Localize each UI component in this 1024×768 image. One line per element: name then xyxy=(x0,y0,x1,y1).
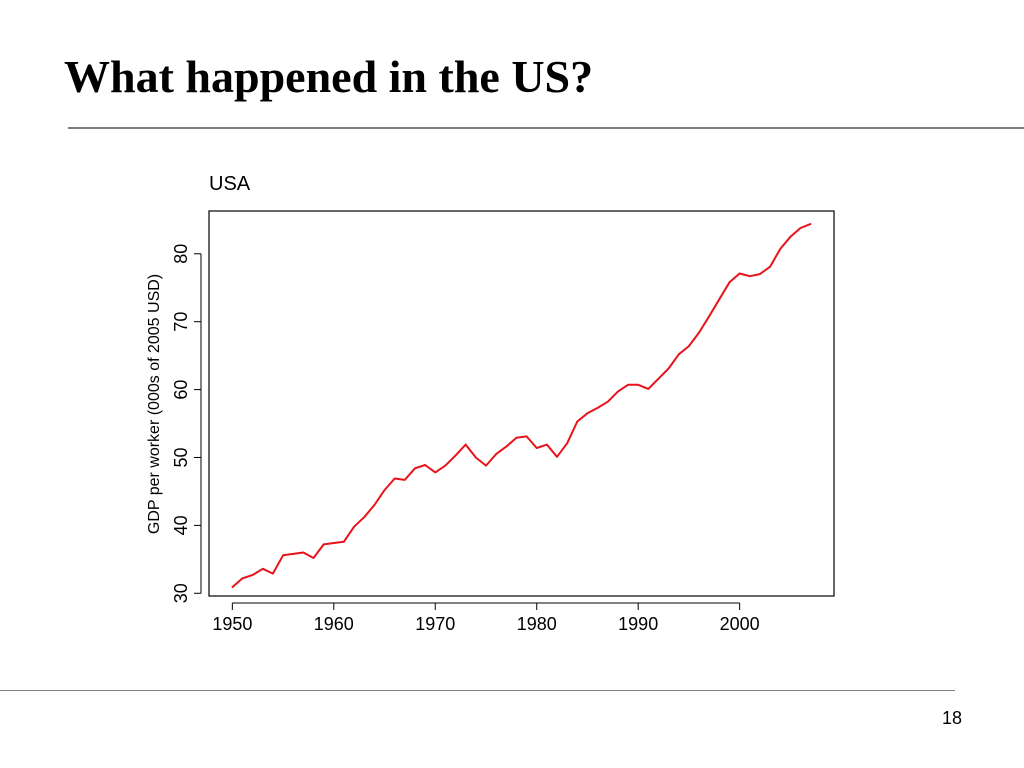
y-axis: 30 40 50 60 70 80 xyxy=(171,244,202,603)
data-point xyxy=(718,298,721,301)
data-point xyxy=(627,384,629,386)
data-point xyxy=(535,447,538,449)
data-point xyxy=(779,248,782,250)
data-point xyxy=(485,464,487,467)
data-point xyxy=(596,407,599,409)
data-point xyxy=(799,227,802,229)
y-tick-label: 80 xyxy=(171,244,191,264)
data-point xyxy=(322,543,325,546)
data-point xyxy=(464,443,467,446)
x-tick-label: 1980 xyxy=(517,614,557,634)
data-point xyxy=(556,456,558,458)
data-point xyxy=(434,471,437,474)
data-point xyxy=(505,445,508,448)
data-point xyxy=(444,464,447,467)
x-tick-label: 1970 xyxy=(415,614,455,634)
data-point xyxy=(566,442,568,445)
title-divider xyxy=(68,127,1024,129)
data-point xyxy=(332,542,335,544)
series-line xyxy=(231,222,812,588)
data-point xyxy=(657,377,660,380)
y-tick-label: 70 xyxy=(171,312,191,332)
data-point xyxy=(637,384,639,386)
data-point xyxy=(748,275,751,277)
data-point xyxy=(546,443,548,446)
x-tick-label: 1950 xyxy=(212,614,252,634)
data-point xyxy=(292,553,295,555)
data-point xyxy=(515,436,518,439)
data-point xyxy=(525,435,528,438)
data-point xyxy=(312,557,315,559)
data-point xyxy=(373,504,376,506)
data-point xyxy=(475,456,477,459)
data-point xyxy=(272,572,274,575)
data-point xyxy=(617,390,619,393)
page-number: 18 xyxy=(941,708,962,728)
data-point xyxy=(231,586,234,588)
plot-frame xyxy=(208,210,835,597)
data-point xyxy=(698,331,700,334)
data-point xyxy=(261,568,264,570)
data-point xyxy=(404,479,406,481)
x-tick-label: 1960 xyxy=(314,614,354,634)
data-point xyxy=(424,464,426,466)
y-tick-label: 60 xyxy=(171,380,191,400)
data-point xyxy=(393,477,396,480)
data-point xyxy=(495,453,497,455)
data-point xyxy=(759,273,761,275)
data-point xyxy=(576,420,579,423)
data-point xyxy=(414,467,416,470)
chart-title: USA xyxy=(209,173,251,195)
data-point xyxy=(251,574,254,576)
data-point xyxy=(728,281,731,284)
series-layer xyxy=(231,222,812,588)
data-point xyxy=(302,551,305,554)
data-point xyxy=(363,516,366,519)
y-tick-label: 30 xyxy=(171,583,191,603)
data-point xyxy=(738,272,741,275)
data-point xyxy=(606,401,609,403)
x-axis: 1950 1960 1970 1980 1990 2000 xyxy=(212,602,760,634)
slide-title: What happened in the US? xyxy=(64,51,594,102)
data-point xyxy=(241,577,244,580)
data-point xyxy=(667,367,670,370)
data-point xyxy=(688,345,690,347)
data-point xyxy=(454,454,457,457)
data-point xyxy=(353,525,355,528)
data-point xyxy=(677,353,680,356)
data-point xyxy=(708,315,711,318)
x-tick-label: 1990 xyxy=(618,614,658,634)
y-tick-label: 50 xyxy=(171,447,191,467)
y-axis-label: GDP per worker (000s of 2005 USD) xyxy=(146,274,163,534)
data-point xyxy=(647,388,650,390)
x-tick-label: 2000 xyxy=(720,614,760,634)
data-point xyxy=(789,236,792,238)
data-point xyxy=(809,223,812,225)
data-point xyxy=(586,412,589,415)
footer-divider xyxy=(0,690,955,691)
data-point xyxy=(282,554,284,557)
data-point xyxy=(769,265,771,268)
data-point xyxy=(343,540,345,543)
data-point xyxy=(383,489,386,491)
y-tick-label: 40 xyxy=(171,515,191,535)
